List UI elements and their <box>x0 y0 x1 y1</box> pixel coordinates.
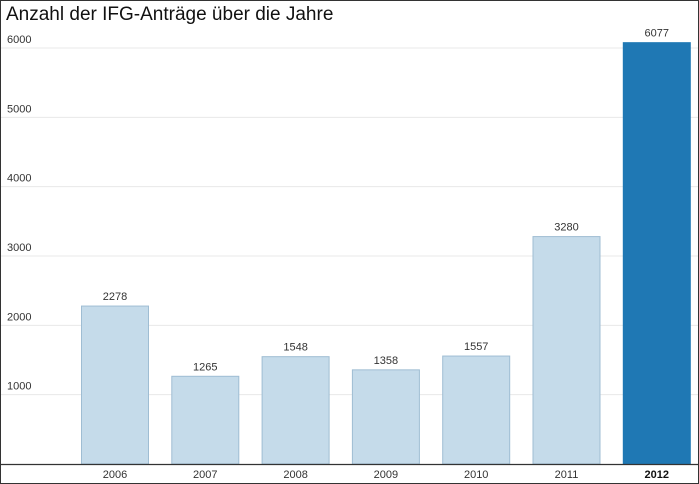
y-tick-label: 2000 <box>7 311 31 323</box>
data-label-2009: 1358 <box>374 355 398 367</box>
data-label-2008: 1548 <box>283 342 307 354</box>
y-tick-label: 4000 <box>7 173 31 185</box>
bar-2010 <box>442 355 511 465</box>
chart-title: Anzahl der IFG-Anträge über die Jahre <box>6 4 334 25</box>
x-tick-label-2006: 2006 <box>103 469 127 481</box>
bar-2008 <box>261 356 330 465</box>
bar-2009 <box>351 369 420 465</box>
x-tick-label-2007: 2007 <box>193 469 217 481</box>
data-label-2006: 2278 <box>103 291 127 303</box>
data-label-2011: 3280 <box>554 222 578 234</box>
y-tick-label: 3000 <box>7 242 31 254</box>
bar-2012 <box>622 42 691 465</box>
data-label-2010: 1557 <box>464 341 488 353</box>
x-tick-label-2009: 2009 <box>374 469 398 481</box>
y-tick-label: 1000 <box>7 381 31 393</box>
bar-2011 <box>532 236 601 465</box>
y-tick-label: 5000 <box>7 103 31 115</box>
data-label-2007: 1265 <box>193 361 217 373</box>
bar-2007 <box>171 375 240 465</box>
x-tick-label-2010: 2010 <box>464 469 488 481</box>
y-tick-label: 6000 <box>7 34 31 46</box>
data-label-2012: 6077 <box>645 28 669 40</box>
bar-2006 <box>81 305 149 465</box>
x-tick-label-2008: 2008 <box>283 469 307 481</box>
x-tick-label-2012: 2012 <box>645 469 669 481</box>
x-tick-label-2011: 2011 <box>555 469 579 481</box>
